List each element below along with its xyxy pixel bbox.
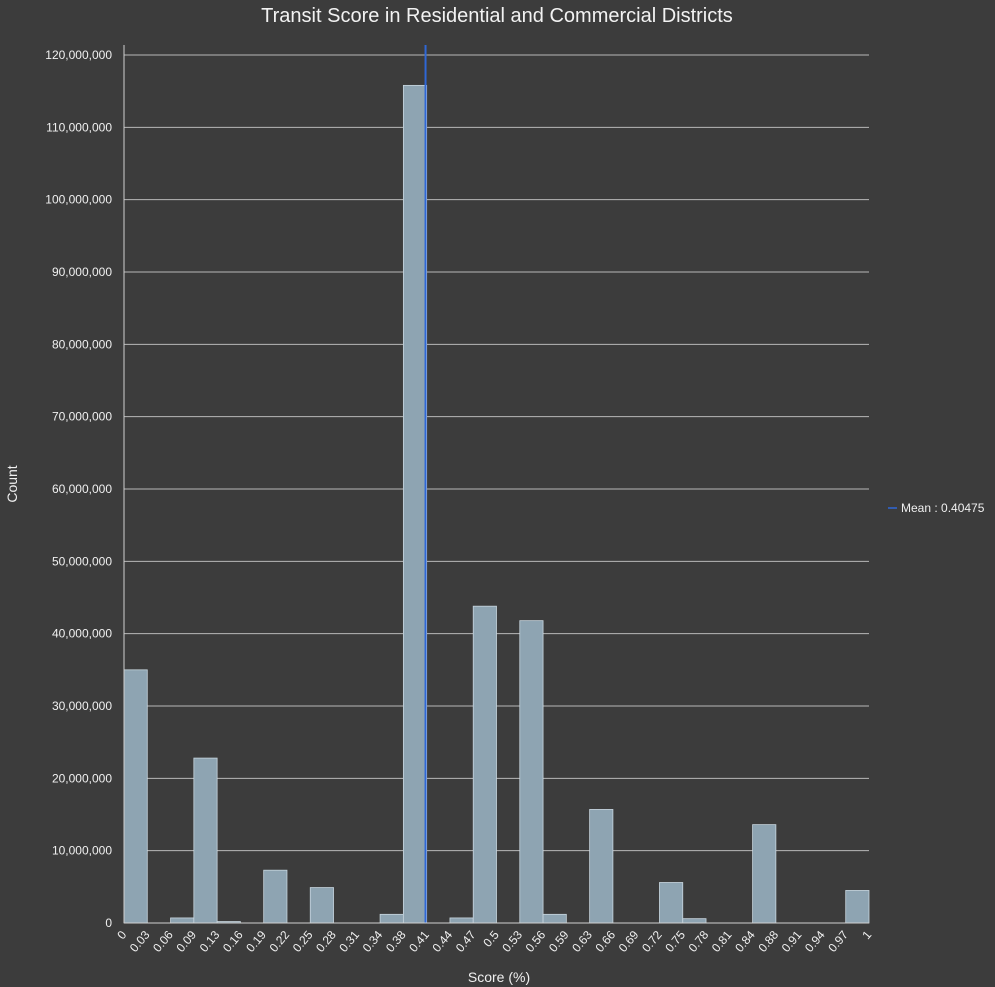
x-tick-label: 1	[859, 928, 874, 942]
histogram-bar	[682, 918, 707, 924]
x-tick-label: 0.81	[709, 928, 735, 955]
x-tick-label: 0.53	[499, 928, 525, 955]
histogram-bar	[402, 84, 428, 924]
y-tick-label: 50,000,000	[52, 554, 112, 568]
histogram-bar	[659, 882, 684, 924]
x-tick-label: 0.66	[592, 928, 618, 955]
x-tick-label: 0.72	[639, 928, 665, 955]
x-tick-label: 0.56	[523, 928, 549, 955]
histogram-bar	[379, 913, 404, 924]
x-tick-label: 0.97	[825, 928, 851, 955]
y-tick-label: 70,000,000	[52, 410, 112, 424]
y-tick-label: 0	[105, 916, 112, 930]
x-tick-label: 0.09	[173, 928, 199, 955]
x-tick-label: 0.75	[662, 928, 688, 955]
x-tick-label: 0.03	[127, 928, 153, 955]
histogram-bar	[845, 890, 870, 924]
x-tick-label: 0.44	[429, 928, 455, 955]
x-tick-label: 0.25	[290, 928, 316, 955]
x-tick-label: 0.22	[267, 928, 293, 955]
x-axis-label: Score (%)	[468, 969, 530, 985]
x-tick-label: 0.16	[220, 928, 246, 955]
chart-title: Transit Score in Residential and Commerc…	[261, 5, 733, 27]
y-tick-label: 10,000,000	[52, 844, 112, 858]
y-tick-label: 40,000,000	[52, 627, 112, 641]
histogram-bar	[170, 917, 195, 924]
x-tick-label: 0.34	[360, 928, 386, 955]
histogram-bar	[519, 620, 544, 924]
x-tick-label: 0.47	[453, 928, 479, 955]
axes	[123, 45, 869, 924]
y-tick-label: 90,000,000	[52, 265, 112, 279]
histogram-bar	[309, 887, 334, 924]
grid-lines	[124, 54, 869, 852]
histogram-bar	[449, 917, 474, 924]
y-axis-label: Count	[4, 465, 20, 502]
y-tick-label: 20,000,000	[52, 771, 112, 785]
histogram-bar	[472, 605, 497, 924]
legend: Mean : 0.40475	[888, 501, 985, 515]
legend-mean-label: Mean : 0.40475	[901, 501, 985, 515]
x-tick-label: 0.13	[197, 928, 223, 955]
histogram-bars	[123, 84, 870, 924]
x-tick-label: 0.31	[336, 928, 362, 955]
y-tick-label: 120,000,000	[45, 48, 112, 62]
x-tick-label: 0.19	[243, 928, 269, 955]
x-tick-label: 0	[114, 928, 129, 942]
histogram-bar	[123, 669, 148, 924]
histogram-bar	[752, 824, 777, 924]
x-tick-label: 0.84	[732, 928, 758, 955]
y-tick-labels: 0 10,000,000 20,000,000 30,000,000 40,000,00…	[45, 48, 112, 930]
x-tick-label: 0.91	[779, 928, 805, 955]
histogram-bar	[589, 809, 614, 924]
x-tick-label: 0.88	[755, 928, 781, 955]
y-tick-label: 30,000,000	[52, 699, 112, 713]
y-tick-label: 110,000,000	[46, 120, 112, 134]
x-tick-label: 0.41	[406, 928, 432, 955]
y-tick-label: 60,000,000	[52, 482, 112, 496]
x-tick-label: 0.63	[569, 928, 595, 955]
x-tick-label: 0.94	[802, 928, 828, 955]
x-tick-label: 0.78	[686, 928, 712, 955]
x-tick-label: 0.28	[313, 928, 339, 955]
histogram-bar	[193, 757, 218, 924]
x-tick-label: 0.06	[150, 928, 176, 955]
histogram-bar	[263, 869, 288, 924]
y-tick-label: 100,000,000	[45, 193, 112, 207]
x-tick-label: 0.38	[383, 928, 409, 955]
x-tick-label: 0.59	[546, 928, 572, 955]
histogram-bar	[542, 913, 567, 924]
x-tick-label: 0.69	[616, 928, 642, 955]
y-tick-label: 80,000,000	[52, 337, 112, 351]
x-tick-labels: 00.030.060.090.130.160.190.220.250.280.3…	[114, 928, 874, 955]
